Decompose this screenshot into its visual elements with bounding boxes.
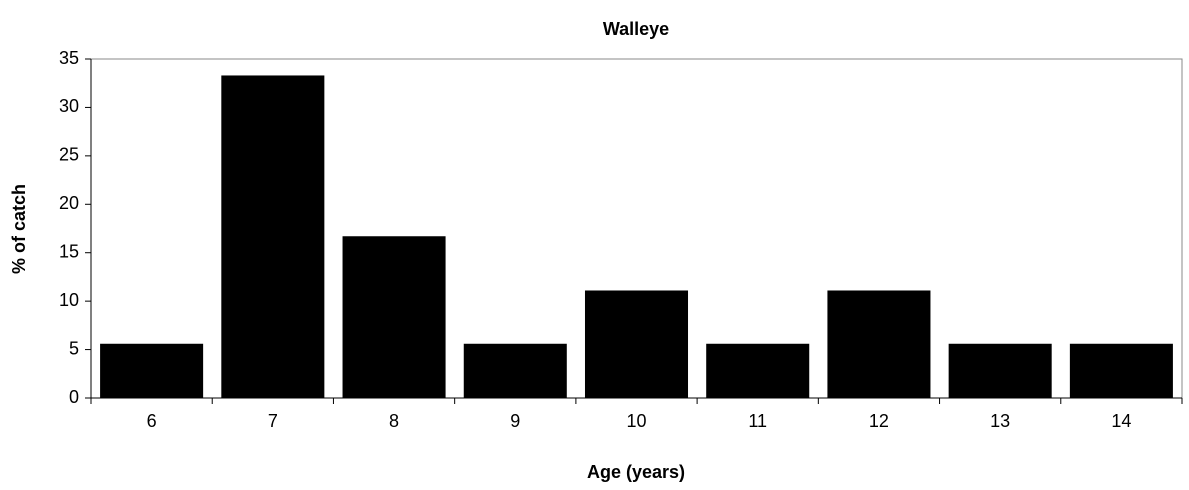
y-tick-label: 35 <box>59 48 79 68</box>
x-tick-label: 9 <box>510 411 520 431</box>
y-tick-label: 30 <box>59 96 79 116</box>
bar <box>948 343 1052 398</box>
x-tick-label: 6 <box>147 411 157 431</box>
x-tick-label: 8 <box>389 411 399 431</box>
x-tick-label: 10 <box>626 411 646 431</box>
x-tick-label: 11 <box>748 411 767 431</box>
bar <box>342 236 446 398</box>
chart-title: Walleye <box>603 19 669 39</box>
y-tick-label: 0 <box>69 387 79 407</box>
x-axis-label: Age (years) <box>587 462 685 482</box>
x-tick-label: 13 <box>990 411 1010 431</box>
y-tick-label: 10 <box>59 290 79 310</box>
y-tick-label: 5 <box>69 338 79 358</box>
bar <box>221 75 325 399</box>
y-tick-label: 15 <box>59 241 79 261</box>
bar <box>463 343 567 398</box>
bar <box>706 343 810 398</box>
bar <box>1069 343 1173 398</box>
y-tick-label: 20 <box>59 193 79 213</box>
bar <box>827 290 931 398</box>
y-tick-label: 25 <box>59 145 79 165</box>
x-tick-label: 7 <box>268 411 278 431</box>
bar <box>100 343 204 398</box>
bar <box>584 290 689 398</box>
y-axis-label: % of catch <box>9 184 29 274</box>
x-tick-label: 12 <box>869 411 889 431</box>
x-tick-label: 14 <box>1111 411 1131 431</box>
